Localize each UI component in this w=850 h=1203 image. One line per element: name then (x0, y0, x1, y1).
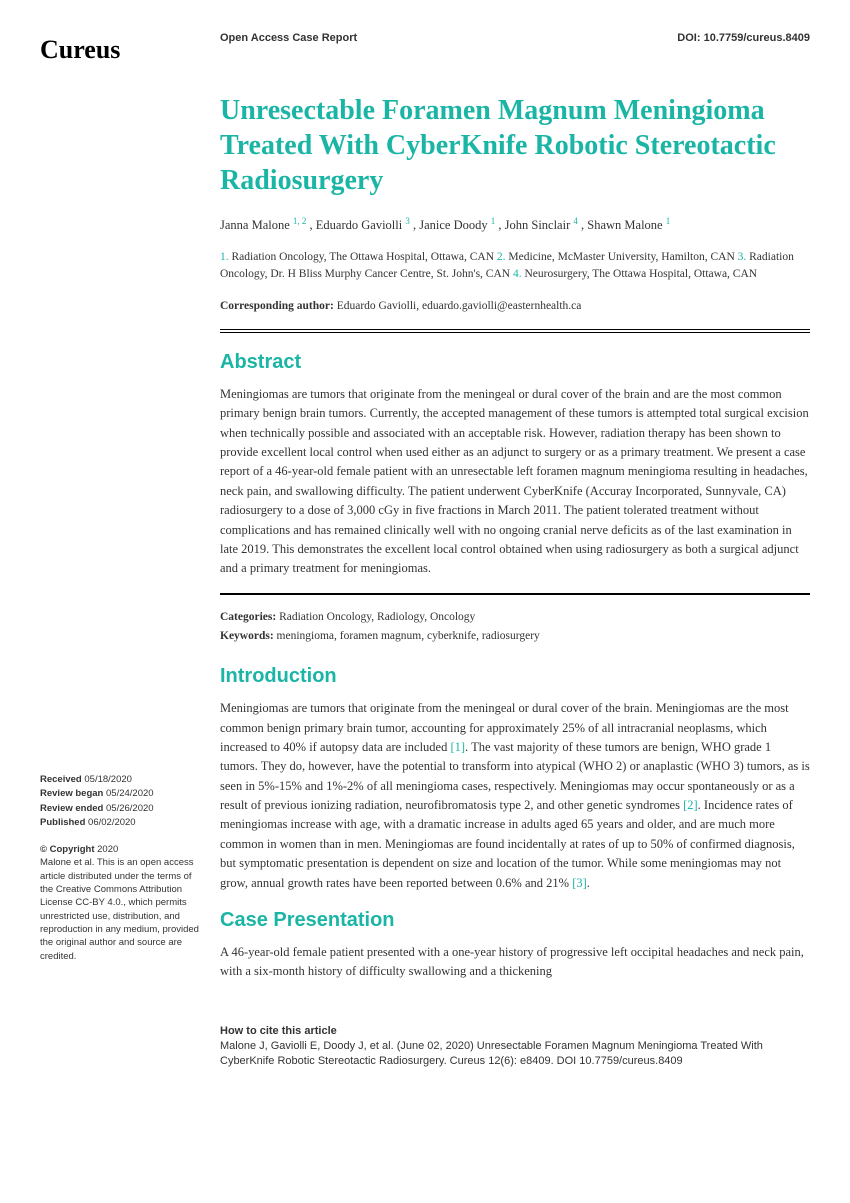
case-heading: Case Presentation (220, 905, 810, 935)
header-meta: Open Access Case Report DOI: 10.7759/cur… (220, 30, 810, 47)
corresponding-author: Corresponding author: Eduardo Gaviolli, … (220, 298, 810, 315)
doi-value: 10.7759/cureus.8409 (704, 32, 810, 44)
journal-logo: Cureus (40, 30, 220, 69)
copyright-text: Malone et al. This is an open access art… (40, 856, 200, 962)
affiliations: 1. Radiation Oncology, The Ottawa Hospit… (220, 249, 810, 284)
divider-thin (220, 593, 810, 595)
keywords: Keywords: meningioma, foramen magnum, cy… (220, 628, 810, 645)
author: Eduardo Gaviolli 3 (316, 218, 410, 232)
cite-text: Malone J, Gaviolli E, Doody J, et al. (J… (220, 1039, 810, 1070)
date-review-ended: Review ended 05/26/2020 (40, 802, 200, 815)
abstract-heading: Abstract (220, 347, 810, 377)
abstract-text: Meningiomas are tumors that originate fr… (220, 385, 810, 579)
date-review-began: Review began 05/24/2020 (40, 787, 200, 800)
cite-label: How to cite this article (220, 1024, 810, 1039)
author-list: Janna Malone 1, 2 , Eduardo Gaviolli 3 ,… (220, 214, 810, 235)
article-type: Open Access Case Report (220, 30, 357, 47)
author: John Sinclair 4 (505, 218, 578, 232)
author: Janna Malone 1, 2 (220, 218, 306, 232)
page-header: Cureus Open Access Case Report DOI: 10.7… (40, 30, 810, 69)
dates-block: Received 05/18/2020 Review began 05/24/2… (40, 773, 200, 829)
author: Shawn Malone 1 (587, 218, 670, 232)
article-content: Unresectable Foramen Magnum Meningioma T… (220, 93, 810, 994)
author: Janice Doody 1 (419, 218, 495, 232)
citation-ref[interactable]: [2] (683, 798, 698, 812)
copyright-block: © Copyright 2020 Malone et al. This is a… (40, 843, 200, 963)
categories: Categories: Radiation Oncology, Radiolog… (220, 609, 810, 626)
introduction-text: Meningiomas are tumors that originate fr… (220, 699, 810, 893)
sidebar: Received 05/18/2020 Review began 05/24/2… (40, 93, 200, 994)
copyright-title: © Copyright 2020 (40, 843, 200, 856)
date-received: Received 05/18/2020 (40, 773, 200, 786)
article-title: Unresectable Foramen Magnum Meningioma T… (220, 93, 810, 198)
introduction-heading: Introduction (220, 661, 810, 691)
divider-thick (220, 329, 810, 333)
main-layout: Received 05/18/2020 Review began 05/24/2… (40, 93, 810, 994)
date-published: Published 06/02/2020 (40, 816, 200, 829)
citation-footer: How to cite this article Malone J, Gavio… (40, 1024, 810, 1070)
citation-ref[interactable]: [1] (450, 740, 465, 754)
case-text: A 46-year-old female patient presented w… (220, 943, 810, 982)
doi: DOI: 10.7759/cureus.8409 (677, 30, 810, 47)
citation-ref[interactable]: [3] (572, 876, 587, 890)
doi-label: DOI: (677, 32, 700, 44)
